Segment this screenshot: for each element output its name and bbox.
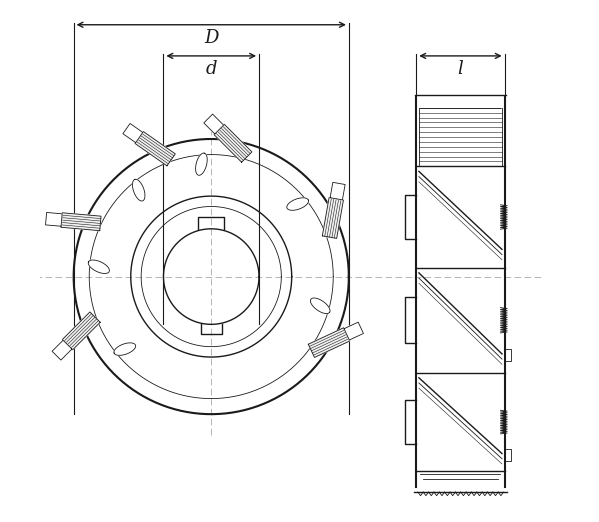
Polygon shape [287, 198, 308, 210]
Polygon shape [322, 197, 343, 239]
Polygon shape [344, 322, 364, 340]
Polygon shape [46, 212, 62, 226]
Polygon shape [330, 182, 345, 200]
Polygon shape [214, 124, 252, 162]
Text: d: d [205, 60, 217, 78]
Polygon shape [88, 260, 110, 274]
Polygon shape [132, 179, 145, 201]
Polygon shape [308, 328, 350, 358]
Polygon shape [310, 298, 330, 314]
Polygon shape [114, 343, 135, 355]
Polygon shape [204, 114, 223, 134]
Polygon shape [196, 153, 207, 175]
Polygon shape [61, 213, 101, 231]
Polygon shape [135, 132, 176, 166]
Polygon shape [52, 340, 72, 360]
Polygon shape [123, 124, 143, 143]
Polygon shape [62, 312, 100, 350]
Text: l: l [458, 60, 464, 78]
Text: D: D [204, 29, 219, 47]
